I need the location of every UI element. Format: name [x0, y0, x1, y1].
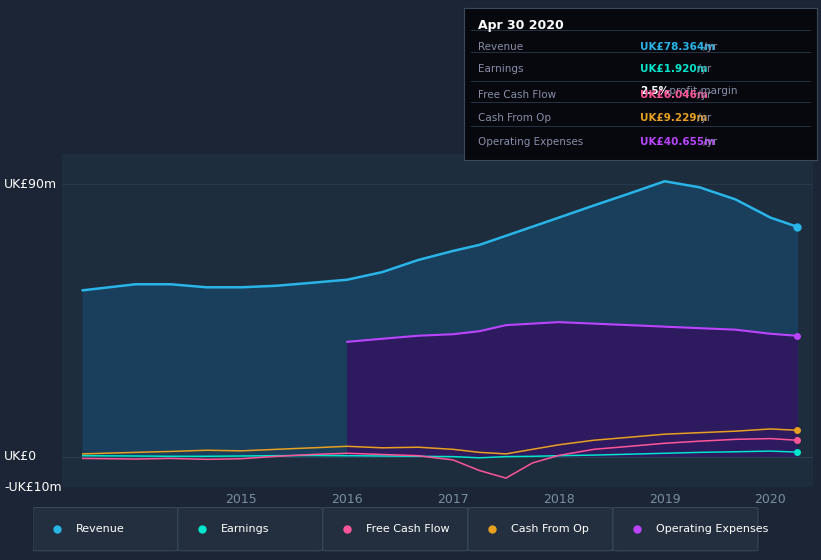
Text: Apr 30 2020: Apr 30 2020	[478, 19, 564, 32]
Text: 2.5%: 2.5%	[640, 86, 669, 96]
FancyBboxPatch shape	[323, 507, 468, 551]
Text: Operating Expenses: Operating Expenses	[656, 524, 768, 534]
Text: /yr: /yr	[695, 90, 712, 100]
Text: /yr: /yr	[695, 113, 712, 123]
FancyBboxPatch shape	[468, 507, 613, 551]
Text: Revenue: Revenue	[76, 524, 125, 534]
Text: UK£78.364m: UK£78.364m	[640, 41, 716, 52]
Text: Free Cash Flow: Free Cash Flow	[478, 90, 556, 100]
Text: Operating Expenses: Operating Expenses	[478, 137, 583, 147]
Text: UK£40.655m: UK£40.655m	[640, 137, 715, 147]
Text: UK£9.229m: UK£9.229m	[640, 113, 708, 123]
Text: Cash From Op: Cash From Op	[478, 113, 551, 123]
Text: -UK£10m: -UK£10m	[4, 480, 62, 494]
Text: UK£1.920m: UK£1.920m	[640, 64, 708, 74]
Text: Cash From Op: Cash From Op	[511, 524, 589, 534]
FancyBboxPatch shape	[33, 507, 178, 551]
Text: profit margin: profit margin	[666, 86, 737, 96]
Text: Earnings: Earnings	[221, 524, 269, 534]
FancyBboxPatch shape	[178, 507, 323, 551]
Text: Revenue: Revenue	[478, 41, 523, 52]
Text: Free Cash Flow: Free Cash Flow	[366, 524, 450, 534]
Text: Earnings: Earnings	[478, 64, 524, 74]
Text: /yr: /yr	[695, 64, 712, 74]
Text: /yr: /yr	[700, 41, 718, 52]
FancyBboxPatch shape	[613, 507, 758, 551]
Text: UK£6.046m: UK£6.046m	[640, 90, 709, 100]
Text: UK£90m: UK£90m	[4, 178, 57, 191]
Text: UK£0: UK£0	[4, 450, 37, 464]
Text: /yr: /yr	[700, 137, 718, 147]
